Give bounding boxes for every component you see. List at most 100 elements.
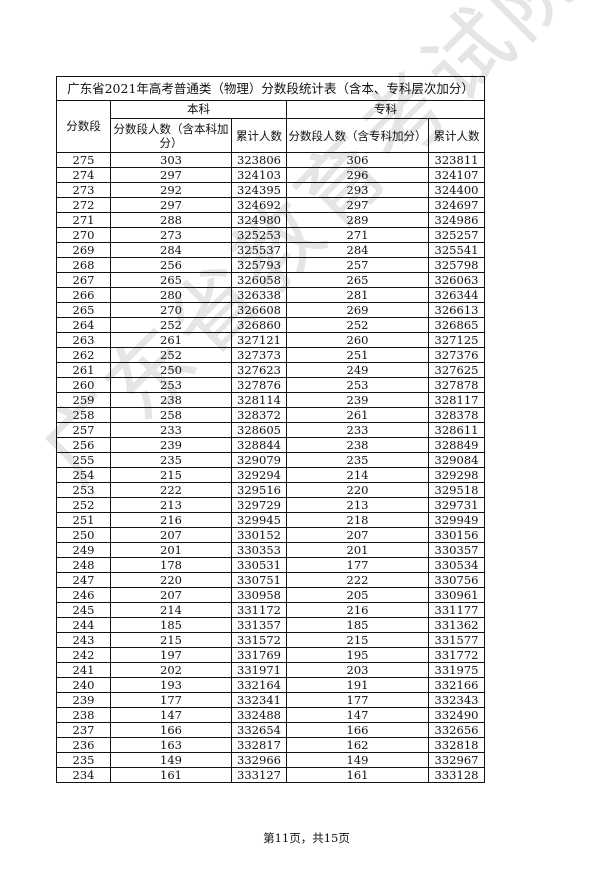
cell-zhuanke-cum: 329949 xyxy=(427,512,486,528)
cell-benke-count: 252 xyxy=(110,347,232,363)
header-zhuanke: 专科 xyxy=(285,100,486,119)
cell-score: 267 xyxy=(56,272,111,288)
cell-benke-count: 258 xyxy=(110,407,232,423)
cell-benke-count: 207 xyxy=(110,587,232,603)
cell-benke-cum: 330152 xyxy=(231,527,287,543)
cell-score: 259 xyxy=(56,392,111,408)
cell-zhuanke-count: 218 xyxy=(286,512,429,528)
cell-benke-cum: 328844 xyxy=(231,437,287,453)
cell-benke-cum: 330531 xyxy=(231,557,287,573)
cell-benke-cum: 332341 xyxy=(231,692,287,708)
cell-benke-count: 161 xyxy=(110,767,232,783)
cell-benke-count: 303 xyxy=(110,152,232,168)
cell-score: 262 xyxy=(56,347,111,363)
cell-benke-cum: 329945 xyxy=(231,512,287,528)
cell-score: 242 xyxy=(56,647,111,663)
cell-benke-count: 201 xyxy=(110,542,232,558)
cell-benke-count: 265 xyxy=(110,272,232,288)
cell-score: 254 xyxy=(56,467,111,483)
cell-zhuanke-count: 213 xyxy=(286,497,429,513)
cell-zhuanke-cum: 329084 xyxy=(427,452,486,468)
cell-zhuanke-cum: 331177 xyxy=(427,602,486,618)
table-row: 256 239 328844 238 328849 xyxy=(56,437,486,453)
cell-zhuanke-count: 261 xyxy=(286,407,429,423)
cell-zhuanke-count: 251 xyxy=(286,347,429,363)
cell-score: 260 xyxy=(56,377,111,393)
table-row: 274 297 324103 296 324107 xyxy=(56,167,486,183)
cell-score: 253 xyxy=(56,482,111,498)
cell-zhuanke-count: 252 xyxy=(286,317,429,333)
cell-benke-cum: 329079 xyxy=(231,452,287,468)
cell-zhuanke-cum: 333128 xyxy=(427,767,486,783)
cell-zhuanke-cum: 326613 xyxy=(427,302,486,318)
table-row: 252 213 329729 213 329731 xyxy=(56,497,486,513)
cell-zhuanke-count: 253 xyxy=(286,377,429,393)
cell-zhuanke-count: 216 xyxy=(286,602,429,618)
cell-zhuanke-count: 161 xyxy=(286,767,429,783)
cell-score: 235 xyxy=(56,752,111,768)
cell-zhuanke-cum: 326865 xyxy=(427,317,486,333)
cell-zhuanke-count: 239 xyxy=(286,392,429,408)
cell-score: 249 xyxy=(56,542,111,558)
cell-score: 275 xyxy=(56,152,111,168)
cell-benke-cum: 328114 xyxy=(231,392,287,408)
cell-benke-cum: 325537 xyxy=(231,242,287,258)
cell-score: 270 xyxy=(56,227,111,243)
cell-zhuanke-cum: 324400 xyxy=(427,182,486,198)
cell-zhuanke-cum: 328849 xyxy=(427,437,486,453)
cell-zhuanke-count: 249 xyxy=(286,362,429,378)
cell-benke-count: 163 xyxy=(110,737,232,753)
cell-zhuanke-cum: 332967 xyxy=(427,752,486,768)
cell-zhuanke-cum: 330357 xyxy=(427,542,486,558)
cell-score: 251 xyxy=(56,512,111,528)
cell-benke-cum: 326338 xyxy=(231,287,287,303)
cell-zhuanke-count: 271 xyxy=(286,227,429,243)
table-row: 241 202 331971 203 331975 xyxy=(56,662,486,678)
cell-zhuanke-cum: 329518 xyxy=(427,482,486,498)
cell-score: 264 xyxy=(56,317,111,333)
cell-score: 237 xyxy=(56,722,111,738)
cell-benke-cum: 330353 xyxy=(231,542,287,558)
cell-benke-cum: 329516 xyxy=(231,482,287,498)
table-row: 262 252 327373 251 327376 xyxy=(56,347,486,363)
table-row: 237 166 332654 166 332656 xyxy=(56,722,486,738)
cell-zhuanke-cum: 331577 xyxy=(427,632,486,648)
cell-score: 238 xyxy=(56,707,111,723)
cell-benke-cum: 333127 xyxy=(231,767,287,783)
score-distribution-table: 广东省2021年高考普通类（物理）分数段统计表（含本、专科层次加分） 分数段 本… xyxy=(55,76,486,783)
cell-zhuanke-count: 205 xyxy=(286,587,429,603)
cell-score: 273 xyxy=(56,182,111,198)
cell-zhuanke-cum: 324697 xyxy=(427,197,486,213)
cell-benke-cum: 332966 xyxy=(231,752,287,768)
cell-zhuanke-count: 214 xyxy=(286,467,429,483)
cell-zhuanke-count: 220 xyxy=(286,482,429,498)
table-row: 266 280 326338 281 326344 xyxy=(56,287,486,303)
cell-benke-cum: 329294 xyxy=(231,467,287,483)
cell-zhuanke-cum: 332656 xyxy=(427,722,486,738)
cell-score: 255 xyxy=(56,452,111,468)
table-row: 240 193 332164 191 332166 xyxy=(56,677,486,693)
cell-zhuanke-count: 235 xyxy=(286,452,429,468)
cell-zhuanke-cum: 324986 xyxy=(427,212,486,228)
table-row: 273 292 324395 293 324400 xyxy=(56,182,486,198)
cell-benke-cum: 324395 xyxy=(231,182,287,198)
cell-score: 274 xyxy=(56,167,111,183)
cell-benke-cum: 325253 xyxy=(231,227,287,243)
cell-zhuanke-cum: 331362 xyxy=(427,617,486,633)
cell-score: 258 xyxy=(56,407,111,423)
table-row: 251 216 329945 218 329949 xyxy=(56,512,486,528)
cell-zhuanke-count: 203 xyxy=(286,662,429,678)
cell-benke-cum: 326608 xyxy=(231,302,287,318)
cell-benke-cum: 329729 xyxy=(231,497,287,513)
cell-score: 272 xyxy=(56,197,111,213)
header-score: 分数段 xyxy=(56,100,111,153)
cell-zhuanke-count: 296 xyxy=(286,167,429,183)
cell-benke-count: 297 xyxy=(110,197,232,213)
cell-benke-count: 297 xyxy=(110,167,232,183)
cell-score: 247 xyxy=(56,572,111,588)
cell-zhuanke-count: 289 xyxy=(286,212,429,228)
cell-benke-count: 273 xyxy=(110,227,232,243)
cell-zhuanke-count: 177 xyxy=(286,692,429,708)
cell-benke-cum: 328605 xyxy=(231,422,287,438)
cell-zhuanke-count: 233 xyxy=(286,422,429,438)
